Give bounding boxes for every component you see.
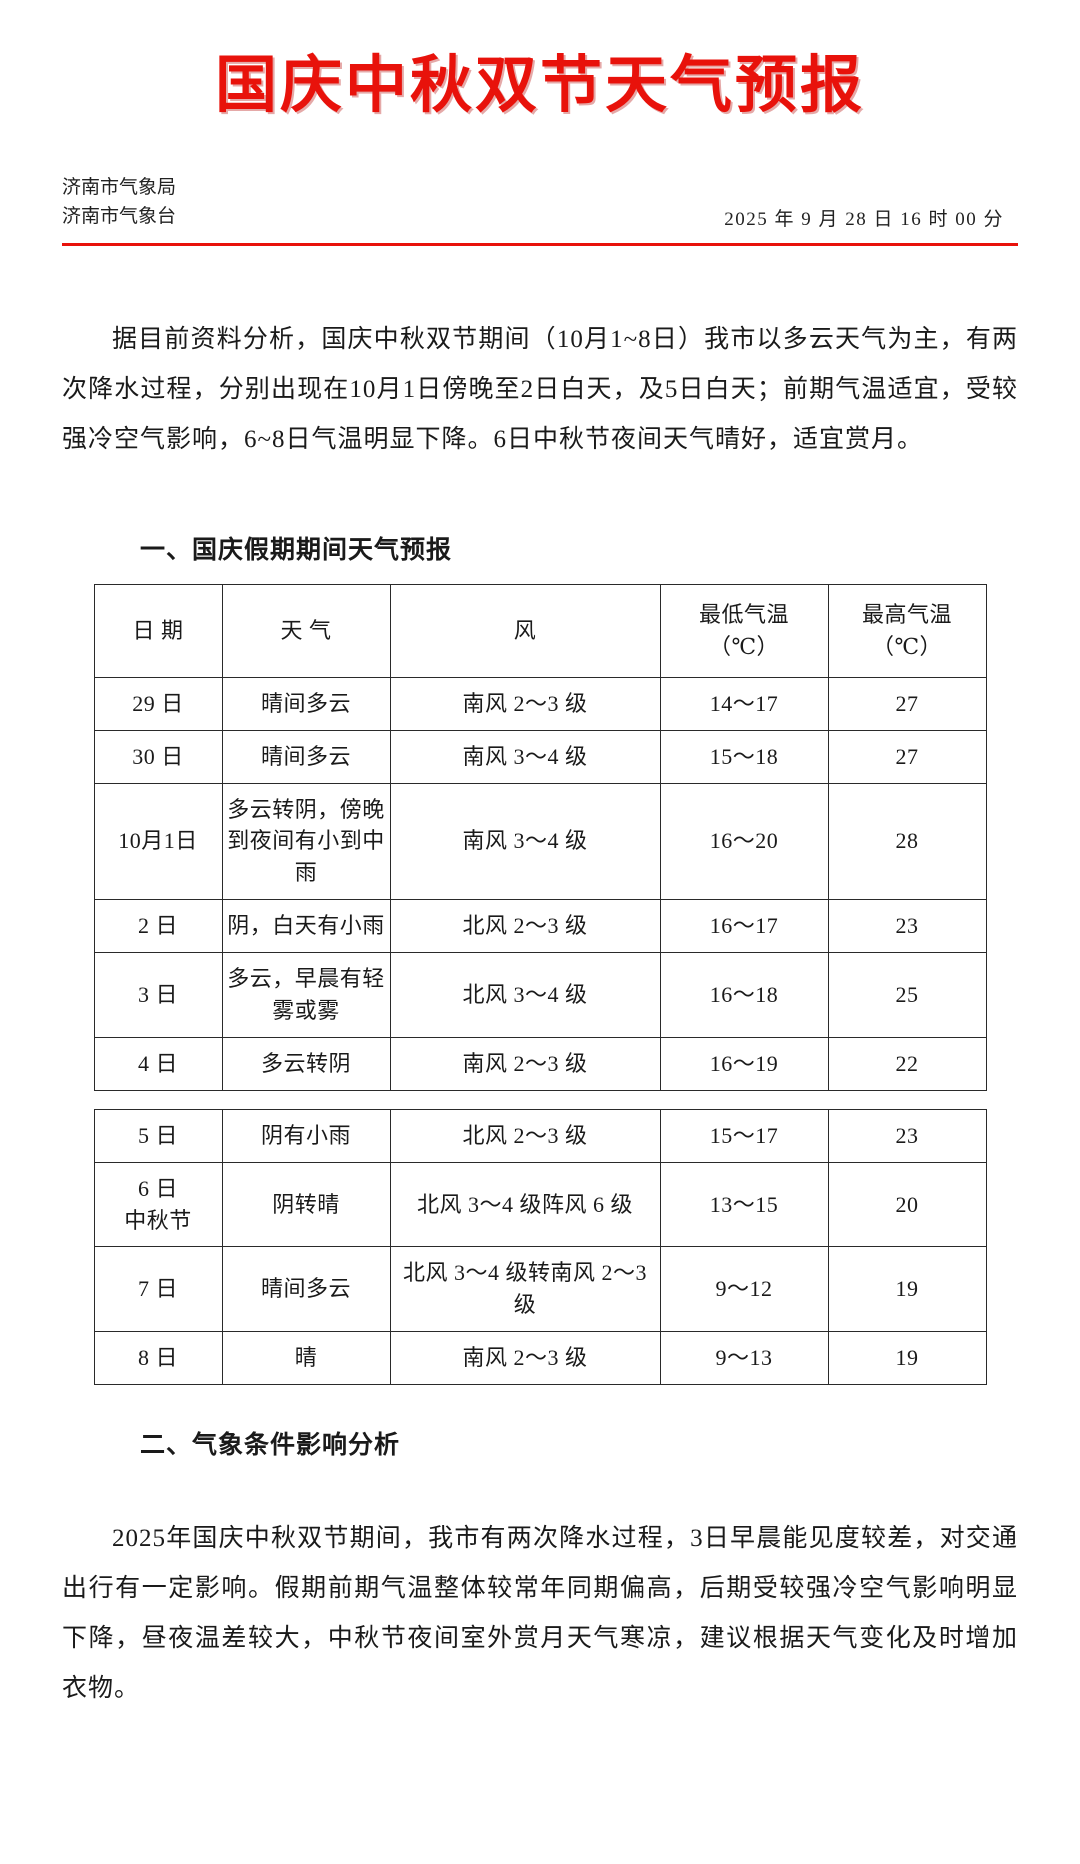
table-row: 6 日中秋节 阴转晴 北风 3～4 级阵风 6 级 13～15 20 [93,1161,987,1248]
issuer-observatory: 济南市气象台 [62,205,177,227]
cell-high-temp: 25 [827,952,987,1038]
forecast-rows-group-two: 5 日阴有小雨 北风 2～3 级 15～17 23 6 日中秋节 阴转晴 北风 3～4 级阵… [93,1108,987,1386]
cell-date: 2 日 [93,899,223,954]
cell-high-temp: 27 [827,676,987,731]
cell-wind: 北风 2～3 级 [389,899,661,954]
cell-wind: 南风 3～4 级 [389,782,661,901]
header-weather: 天 气 [221,584,391,678]
cell-low-temp: 16～19 [659,1036,829,1091]
header-low-temp-label: 最低气温 [698,602,789,627]
cell-weather: 多云，早晨有轻雾或雾 [221,952,391,1038]
issuer-block: 济南市气象局 济南市气象台 2025 年 9 月 28 日 16 时 00 分 [62,130,1018,231]
table-row: 5 日阴有小雨 北风 2～3 级 15～17 23 [93,1108,987,1163]
table-row: 4 日多云转阴 南风 2～3 级 16～19 22 [93,1036,987,1091]
forecast-table-group-two: 5 日阴有小雨 北风 2～3 级 15～17 23 6 日中秋节 阴转晴 北风 3～4 级阵… [93,1108,987,1386]
cell-low-temp: 14～17 [659,676,829,731]
cell-low-temp: 16～17 [659,899,829,954]
cell-date: 5 日 [93,1108,223,1163]
cell-weather: 阴转晴 [221,1161,391,1248]
cell-wind: 北风 3～4 级阵风 6 级 [389,1161,661,1248]
table-row: 10月1日 多云转阴，傍晚到夜间有小到中雨 南风 3～4 级 16～20 28 [93,782,987,901]
cell-wind: 南风 3～4 级 [389,729,661,784]
cell-wind: 南风 2～3 级 [389,1331,661,1386]
header-low-temp: 最低气温 （℃） [659,584,829,678]
cell-high-temp: 28 [827,782,987,901]
cell-weather: 晴间多云 [221,676,391,731]
cell-high-temp: 23 [827,1108,987,1163]
table-row: 3 日多云，早晨有轻雾或雾 北风 3～4 级 16～18 25 [93,952,987,1038]
cell-low-temp: 9～12 [659,1246,829,1333]
cell-weather: 阴，白天有小雨 [221,899,391,954]
page-title: 国庆中秋双节天气预报 [214,48,865,121]
table-row: 2 日阴，白天有小雨 北风 2～3 级 16～17 23 [93,899,987,954]
issue-date: 2025 年 9 月 28 日 16 时 00 分 [724,209,1004,230]
cell-date: 29 日 [93,676,223,731]
cell-wind: 北风 3～4 级 [389,952,661,1038]
issuer-names: 济南市气象局 济南市气象台 [62,174,176,231]
table-row: 30 日晴间多云 南风 3～4 级 15～18 27 [93,729,987,784]
header-high-temp: 最高气温 （℃） [827,584,987,678]
header-wind: 风 [389,584,661,678]
cell-date: 7 日 [93,1246,223,1333]
cell-high-temp: 20 [827,1161,987,1248]
header-date: 日 期 [93,584,223,678]
header-low-temp-unit: （℃） [708,633,780,659]
cell-low-temp: 9～13 [659,1331,829,1386]
issuer-bureau: 济南市气象局 [62,177,177,198]
cell-high-temp: 19 [827,1246,987,1333]
cell-low-temp: 16～20 [659,782,829,901]
section-one-heading: 一、国庆假期期间天气预报 [140,535,453,564]
cell-high-temp: 19 [827,1331,987,1386]
cell-weather: 晴 [221,1331,391,1386]
cell-date: 30 日 [93,729,223,784]
cell-date: 3 日 [93,952,223,1038]
header-high-temp-label: 最高气温 [861,602,952,627]
cell-wind: 北风 2～3 级 [389,1108,661,1163]
cell-date: 8 日 [93,1331,223,1386]
cell-weather: 晴间多云 [221,729,391,784]
section-two-heading: 二、气象条件影响分析 [140,1430,401,1460]
cell-date: 4 日 [93,1036,223,1091]
table-row: 7 日晴间多云 北风 3～4 级转南风 2～3 级 9～12 19 [93,1246,987,1333]
cell-weather: 晴间多云 [221,1246,391,1333]
cell-low-temp: 13～15 [659,1161,829,1248]
cell-low-temp: 16～18 [659,952,829,1038]
table-row: 29 日晴间多云 南风 2～3 级 14～17 27 [93,676,987,731]
cell-wind: 北风 3～4 级转南风 2～3 级 [389,1246,661,1333]
cell-high-temp: 22 [827,1036,987,1091]
cell-weather: 多云转阴 [221,1036,391,1091]
table-row: 8 日晴南风 2～3 级 9～13 19 [93,1331,987,1386]
header-high-temp-unit: （℃） [871,633,943,659]
cell-high-temp: 27 [827,729,987,784]
cell-wind: 南风 2～3 级 [389,676,661,731]
cell-weather: 多云转阴，傍晚到夜间有小到中雨 [221,782,391,901]
cell-date: 6 日中秋节 [93,1161,223,1248]
header-divider [62,243,1018,246]
document-page: 国庆中秋双节天气预报 济南市气象局 济南市气象台 2025 年 9 月 28 日… [62,48,1018,1703]
cell-high-temp: 23 [827,899,987,954]
cell-wind: 南风 2～3 级 [389,1036,661,1091]
forecast-table-group-one: 日 期 天 气 风 最低气温 （℃） 最高气温 （℃） 29 日晴间多云 南风 2… [93,584,987,1091]
table-header-row: 日 期 天 气 风 最低气温 （℃） 最高气温 （℃） [93,584,987,678]
intro-paragraph: 据目前资料分析，国庆中秋双节期间（10月1~8日）我市以多云天气为主，有两次降水… [62,326,1018,453]
analysis-paragraph: 2025年国庆中秋双节期间，我市有两次降水过程，3日早晨能见度较差，对交通出行有… [62,1525,1018,1703]
table-group-spacer [62,1091,1018,1109]
cell-low-temp: 15～18 [659,729,829,784]
cell-low-temp: 15～17 [659,1108,829,1163]
cell-date: 10月1日 [93,782,223,901]
cell-weather: 阴有小雨 [221,1108,391,1163]
